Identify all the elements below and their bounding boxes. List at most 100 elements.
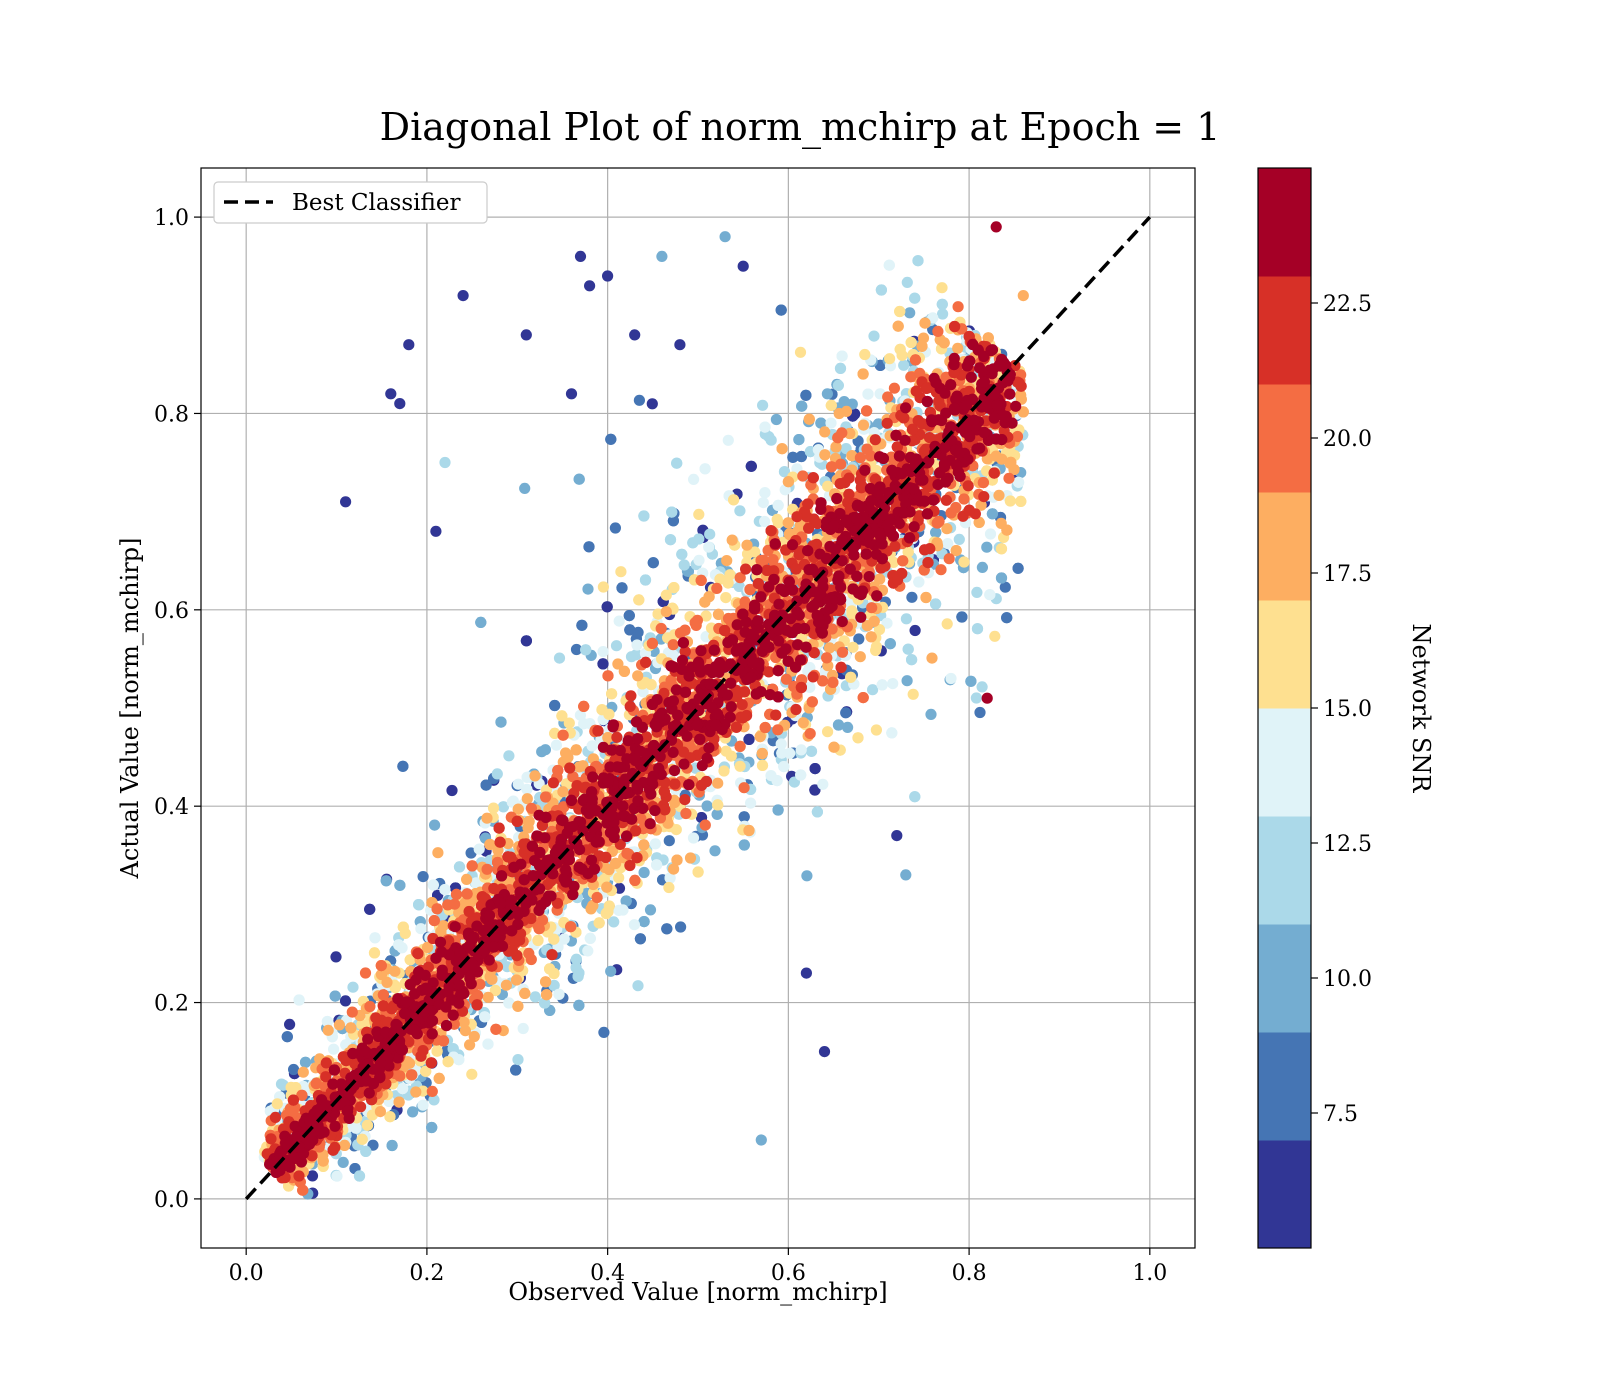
scatter-point	[712, 777, 724, 789]
scatter-point	[818, 1046, 831, 1058]
scatter-point	[971, 623, 984, 635]
scatter-point	[956, 611, 968, 623]
scatter-point	[651, 859, 663, 871]
scatter-point	[958, 556, 970, 568]
scatter-point	[573, 999, 585, 1012]
scatter-point	[999, 581, 1011, 593]
scatter-point	[759, 487, 771, 499]
scatter-point	[517, 1022, 529, 1035]
scatter-point	[793, 434, 805, 446]
scatter-point	[822, 726, 834, 738]
scatter-point	[907, 688, 919, 700]
scatter-point	[339, 1139, 351, 1151]
scatter-point	[433, 1072, 445, 1084]
scatter-point	[439, 884, 451, 896]
scatter-point	[439, 456, 451, 469]
chart-title: Diagonal Plot of norm_mchirp at Epoch = …	[380, 105, 1221, 150]
scatter-point	[275, 1078, 288, 1090]
scatter-point	[458, 1016, 470, 1028]
scatter-point	[556, 710, 568, 722]
scatter-point	[548, 967, 560, 980]
scatter-point	[795, 450, 808, 463]
scatter-point	[578, 700, 590, 713]
scatter-point	[479, 1011, 491, 1023]
scatter-point	[763, 431, 775, 443]
scatter-point	[271, 1098, 283, 1110]
scatter-point	[1017, 290, 1029, 302]
scatter-point	[796, 400, 808, 412]
scatter-point	[737, 260, 749, 272]
scatter-point	[741, 539, 753, 551]
scatter-point	[602, 906, 614, 918]
scatter-point	[631, 639, 643, 651]
scatter-point	[794, 346, 807, 358]
scatter-point	[623, 610, 635, 622]
scatter-point	[655, 622, 667, 635]
scatter-point	[495, 716, 507, 728]
scatter-point	[540, 976, 552, 988]
scatter-point	[582, 945, 594, 957]
scatter-point	[805, 745, 818, 757]
scatter-point	[909, 292, 921, 304]
scatter-point	[819, 426, 831, 438]
scatter-point	[920, 591, 932, 604]
scatter-point	[481, 812, 493, 824]
scatter-point	[906, 591, 918, 603]
scatter-point	[930, 526, 942, 539]
scatter-point	[795, 769, 807, 781]
scatter-point	[770, 413, 783, 426]
scatter-point	[616, 582, 628, 594]
scatter-point	[883, 259, 895, 271]
scatter-point	[529, 991, 541, 1003]
scatter-point	[475, 616, 487, 629]
scatter-point	[347, 981, 359, 993]
scatter-point	[417, 1099, 429, 1111]
scatter-point	[676, 548, 688, 560]
scatter-point	[585, 903, 597, 915]
scatter-point	[667, 639, 679, 651]
scatter-point	[453, 1054, 465, 1066]
scatter-point	[442, 1056, 454, 1068]
scatter-point	[625, 651, 638, 663]
scatter-point	[709, 845, 721, 857]
scatter-point	[755, 1134, 767, 1146]
scatter-point	[356, 1133, 368, 1145]
scatter-point	[660, 606, 672, 618]
scatter-point	[584, 280, 596, 292]
scatter-point	[601, 881, 613, 893]
scatter-point	[663, 835, 675, 847]
scatter-point	[857, 368, 869, 380]
scatter-point	[384, 1111, 396, 1123]
scatter-point	[629, 874, 641, 887]
scatter-point	[865, 631, 877, 643]
scatter-point	[574, 709, 587, 721]
scatter-point	[886, 727, 898, 739]
scatter-point	[497, 801, 509, 813]
scatter-point	[900, 613, 913, 625]
scatter-point	[721, 555, 733, 567]
scatter-point	[361, 1119, 374, 1131]
scatter-point	[484, 971, 496, 983]
scatter-point	[995, 543, 1008, 555]
scatter-point	[809, 763, 821, 775]
scatter-point	[693, 533, 705, 545]
scatter-point	[821, 388, 834, 400]
scatter-point	[699, 463, 711, 475]
scatter-point	[431, 1045, 443, 1057]
scatter-point	[976, 681, 988, 693]
scatter-point	[393, 1096, 405, 1108]
scatter-point	[965, 675, 977, 687]
scatter-point	[480, 779, 492, 791]
scatter-point	[364, 903, 376, 915]
scatter-point	[842, 721, 854, 734]
scatter-point	[570, 643, 583, 656]
scatter-point	[832, 719, 845, 731]
scatter-point	[970, 692, 983, 704]
scatter-point	[583, 541, 595, 553]
scatter-point	[350, 1122, 362, 1134]
scatter-point	[693, 554, 705, 566]
scatter-point	[945, 672, 957, 685]
scatter-point	[900, 869, 912, 881]
scatter-point	[293, 994, 305, 1006]
